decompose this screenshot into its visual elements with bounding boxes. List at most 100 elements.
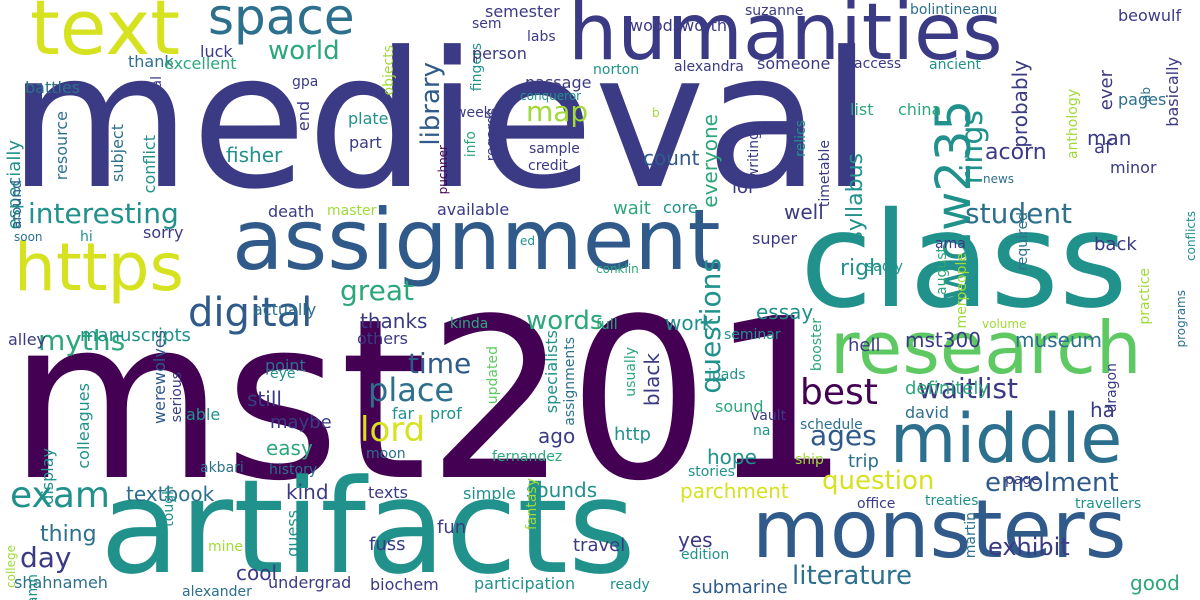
word-probably: probably xyxy=(1008,60,1032,148)
word-everyone: everyone xyxy=(698,114,722,208)
word-class: class xyxy=(800,184,1128,338)
word-info: info xyxy=(463,131,479,158)
word-china: china xyxy=(898,100,942,119)
word-others: others xyxy=(357,329,408,348)
word-soon: soon xyxy=(14,230,43,244)
word-interesting: interesting xyxy=(28,197,179,230)
word-labs: labs xyxy=(527,29,556,45)
word-prof: prof xyxy=(430,404,462,423)
word-relics: relics xyxy=(793,120,809,157)
word-kinda: kinda xyxy=(450,316,489,332)
word-conflicts: conflicts xyxy=(1184,211,1198,261)
word-martin: martin xyxy=(963,512,979,559)
word-al: al xyxy=(149,76,165,89)
word-lol: lol xyxy=(732,177,754,198)
word-exam: exam xyxy=(10,475,110,516)
word-fisher: fisher xyxy=(226,143,283,167)
word-august: august xyxy=(934,247,950,295)
word-alexandra: alexandra xyxy=(674,59,744,75)
word-textbook: textbook xyxy=(126,482,215,506)
word-merpeople: merpeople xyxy=(954,253,970,329)
word-end: end xyxy=(294,101,313,132)
word-volume: volume xyxy=(982,317,1027,331)
word-monsters: monsters xyxy=(752,483,1127,576)
word-shahnameh: shahnameh xyxy=(14,573,108,592)
word-puchner: puchner xyxy=(436,145,450,195)
word-werewolves: werewolves xyxy=(150,330,169,424)
word-ama: ama xyxy=(935,236,966,252)
word-mst300: mst300 xyxy=(905,328,981,352)
word-display: display xyxy=(38,448,57,505)
word-beowulf: beowulf xyxy=(1118,6,1182,25)
word-resource: resource xyxy=(52,111,71,181)
word-fun: fun xyxy=(437,517,467,538)
word-excellent: excellent xyxy=(164,54,237,73)
word-texts: texts xyxy=(368,483,408,502)
word-battles: battles xyxy=(25,78,81,97)
word-sem: sem xyxy=(472,16,502,32)
word-tough: tough xyxy=(161,486,177,527)
word-right: right xyxy=(840,256,892,281)
word-waitlist: waitlist xyxy=(918,372,1018,405)
word-conklin: conklin xyxy=(596,262,639,276)
word-credit: credit xyxy=(528,158,569,174)
word-syllabus: syllabus xyxy=(843,153,868,243)
word-maybe: maybe xyxy=(270,412,332,433)
word-enrolment: enrolment xyxy=(985,468,1119,498)
word-assignments: assignments xyxy=(562,337,578,426)
word-point: point xyxy=(265,356,306,375)
word-world: world xyxy=(268,36,340,66)
word-participation: participation xyxy=(474,574,576,593)
word-master: master xyxy=(327,203,377,219)
word-available: available xyxy=(437,200,510,219)
word-schedule: schedule xyxy=(800,417,863,433)
word-sorry: sorry xyxy=(143,223,184,242)
word-day: day xyxy=(20,541,72,574)
word-museum: museum xyxy=(1015,328,1103,352)
word-ancient: ancient xyxy=(929,57,982,73)
word-simple: simple xyxy=(463,484,516,503)
word-college: college xyxy=(4,545,18,588)
word-stories: stories xyxy=(688,464,735,480)
word-access: access xyxy=(854,56,902,72)
word-na: na xyxy=(753,423,771,439)
word-death: death xyxy=(268,202,315,221)
word-vault: vault xyxy=(751,408,787,424)
word-practice: practice xyxy=(1137,268,1153,325)
word-yes: yes xyxy=(678,528,713,552)
word-manuscripts: manuscripts xyxy=(80,325,191,346)
word-treaties: treaties xyxy=(925,493,979,509)
word-seminar: seminar xyxy=(724,327,781,343)
word-medieval: medieval xyxy=(8,12,873,231)
word-sample: sample xyxy=(529,141,580,157)
word-space: space xyxy=(208,0,355,46)
word-ages: ages xyxy=(810,419,877,452)
word-norton: norton xyxy=(593,62,640,78)
word-far: far xyxy=(392,404,415,423)
word-moon: moon xyxy=(366,446,406,462)
word-middle: middle xyxy=(890,400,1123,479)
word-able: able xyxy=(186,405,221,424)
word-work: work xyxy=(665,311,714,335)
word-place: place xyxy=(368,371,455,409)
word-dragon: dragon xyxy=(1104,363,1120,413)
word-basically: basically xyxy=(1163,57,1182,127)
word-essay: essay xyxy=(756,300,814,324)
word-part: part xyxy=(349,133,382,152)
word-usually: usually xyxy=(623,347,639,397)
word-fuss: fuss xyxy=(369,534,406,555)
word-updated: updated xyxy=(485,346,501,405)
word-myths: myths xyxy=(38,324,126,357)
word-http: http xyxy=(614,424,651,445)
word-good: good xyxy=(1130,571,1180,595)
word-ready: ready xyxy=(610,577,650,593)
word-well: well xyxy=(784,200,824,224)
word-page: page xyxy=(1005,472,1040,488)
word-objects: objects xyxy=(381,45,397,96)
word-submarine: submarine xyxy=(692,577,788,598)
word-biochem: biochem xyxy=(370,575,439,594)
word-person: person xyxy=(472,44,527,63)
word-man: man xyxy=(1087,126,1132,150)
word-luck: luck xyxy=(200,42,233,61)
